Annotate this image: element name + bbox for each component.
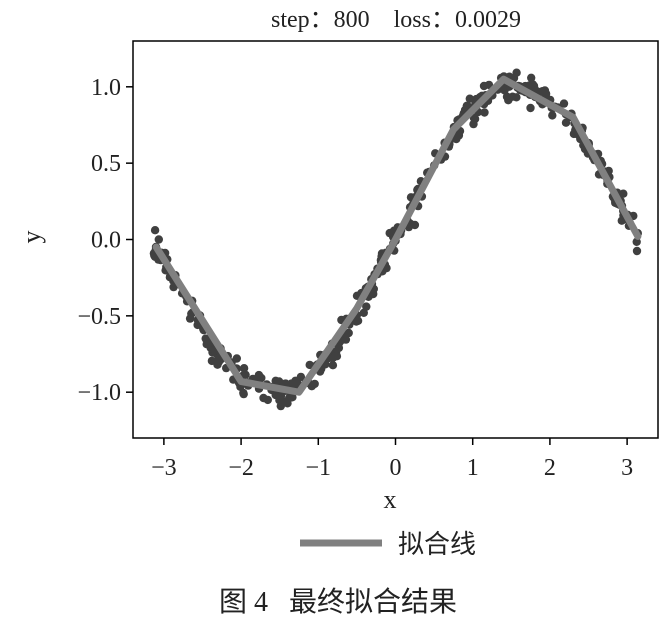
- legend-label: 拟合线: [398, 530, 476, 559]
- x-tick-label: 1: [467, 455, 479, 481]
- scatter-point: [469, 119, 478, 129]
- fit-line-layer: [152, 75, 642, 396]
- figure-caption: 图 4 最终拟合结果: [219, 586, 457, 618]
- scatter-point: [512, 68, 521, 77]
- x-tick-label: −3: [151, 455, 177, 481]
- scatter-point: [526, 103, 535, 113]
- y-tick-label: 0.0: [91, 228, 121, 254]
- y-tick-label: 1.0: [91, 75, 121, 101]
- scatter-point: [203, 339, 213, 348]
- scatter-point: [334, 343, 344, 353]
- scatter-point: [239, 389, 248, 399]
- scatter-point: [527, 73, 536, 83]
- y-axis-ticks: −1.0 −0.5 0.0 0.5 1.0: [77, 75, 133, 406]
- scatter-point: [548, 111, 557, 120]
- scatter-point: [150, 226, 160, 235]
- scatter-point: [263, 395, 272, 405]
- y-axis-label: y: [17, 231, 46, 244]
- scatter-point: [344, 328, 353, 338]
- scatter-point: [292, 376, 301, 386]
- scatter-point: [540, 86, 550, 95]
- y-tick-label: 0.5: [91, 151, 121, 177]
- chart-title: step：800 loss：0.0029: [271, 7, 521, 33]
- scatter-point: [213, 360, 222, 369]
- x-axis-ticks: −3 −2 −1 0 1 2 3: [151, 438, 633, 481]
- scatter-point: [332, 352, 342, 361]
- legend: 拟合线: [300, 530, 476, 559]
- scatter-point: [239, 364, 249, 373]
- x-tick-label: 3: [621, 455, 633, 481]
- fit-line: [152, 75, 642, 396]
- x-axis-label: x: [384, 485, 397, 514]
- scatter-point: [479, 81, 489, 91]
- y-tick-label: −1.0: [77, 380, 121, 406]
- scatter-point: [512, 93, 521, 102]
- scatter-point: [328, 361, 338, 370]
- scatter-point: [632, 246, 642, 256]
- scatter-point: [154, 235, 163, 244]
- y-tick-label: −0.5: [77, 304, 121, 330]
- scatter-point: [480, 108, 489, 117]
- x-tick-label: −1: [306, 455, 332, 481]
- scatter-point: [463, 101, 472, 111]
- scatter-point: [385, 228, 394, 238]
- scatter-point: [257, 373, 266, 383]
- scatter-point: [271, 376, 280, 385]
- x-tick-label: 2: [544, 455, 556, 481]
- scatter-point: [307, 382, 316, 391]
- scatter-point: [281, 379, 290, 388]
- x-tick-label: 0: [390, 455, 402, 481]
- scatter-point: [465, 94, 474, 103]
- x-tick-label: −2: [228, 455, 254, 481]
- scatter-point: [559, 99, 569, 108]
- scatter-point: [452, 134, 461, 144]
- scatter-point: [561, 118, 571, 127]
- scatter-point: [359, 308, 368, 317]
- scatter-point: [504, 96, 513, 105]
- scatter-point: [169, 282, 178, 292]
- scatter-point: [285, 393, 294, 403]
